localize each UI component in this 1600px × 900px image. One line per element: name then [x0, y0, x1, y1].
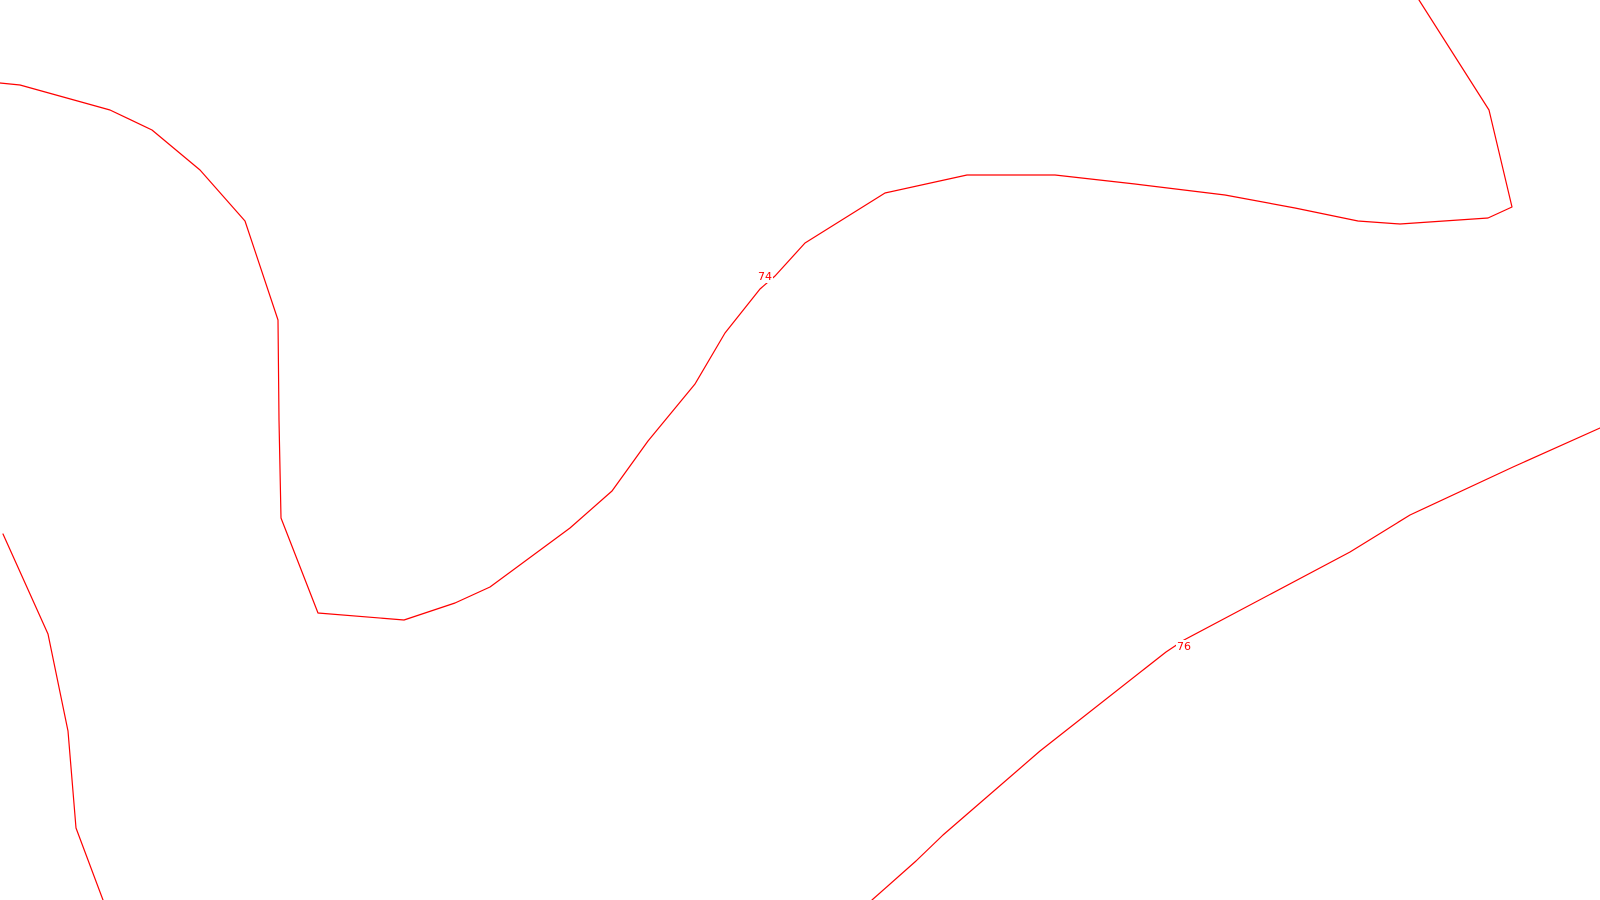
- contour-labels-layer: 74 76: [757, 270, 1192, 653]
- contour-label-74-halo: [757, 270, 773, 283]
- contour-label-74: 74: [758, 270, 772, 283]
- contour-label-76-halo: [1176, 640, 1192, 653]
- contour-label-76: 76: [1177, 640, 1191, 653]
- contour-74-line: [0, 0, 1513, 621]
- contour-76-line: [871, 427, 1600, 900]
- contour-left-edge-line: [2, 533, 104, 900]
